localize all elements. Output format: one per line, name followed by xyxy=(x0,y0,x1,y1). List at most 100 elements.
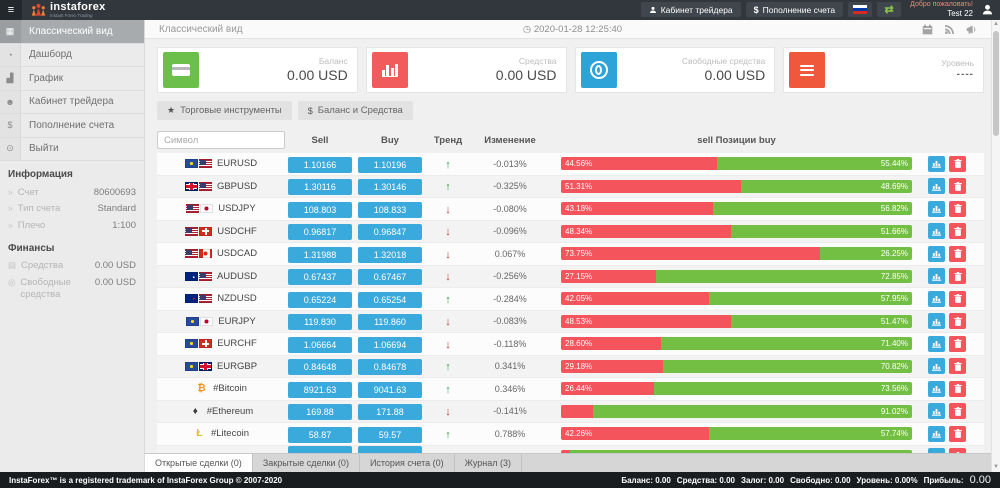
open-chart-button[interactable] xyxy=(928,425,945,442)
sell-price-button[interactable]: 1.31988 xyxy=(288,246,352,263)
sell-price-button[interactable] xyxy=(288,445,352,453)
delete-button[interactable] xyxy=(949,178,966,195)
open-chart-button[interactable] xyxy=(928,403,945,420)
buy-price-button[interactable] xyxy=(358,445,422,453)
delete-button[interactable] xyxy=(949,268,966,285)
sidebar-item-Дашборд[interactable]: ◔ Дашборд xyxy=(0,43,144,67)
sell-price-button[interactable]: 8921.63 xyxy=(288,381,352,398)
scroll-up-icon[interactable]: ▲ xyxy=(993,21,999,27)
dollar-icon: $ xyxy=(753,4,759,15)
vertical-scrollbar[interactable]: ▲ ▼ xyxy=(991,20,1000,472)
buy-price-button[interactable]: 171.88 xyxy=(358,404,422,421)
symbol-cell[interactable]: ♦ #Ethereum xyxy=(157,406,285,417)
open-chart-button[interactable] xyxy=(928,245,945,262)
sell-price-button[interactable]: 0.84648 xyxy=(288,359,352,376)
symbol-cell[interactable]: EURCHF xyxy=(157,338,285,349)
scroll-down-icon[interactable]: ▼ xyxy=(993,464,999,470)
scrollbar-thumb[interactable] xyxy=(993,31,999,136)
symbol-cell[interactable]: AUDUSD xyxy=(157,271,285,282)
delete-button[interactable] xyxy=(949,155,966,172)
symbol-cell[interactable]: USDJPY xyxy=(157,203,285,214)
menu-icon[interactable]: ≡ xyxy=(0,0,22,20)
open-chart-button[interactable] xyxy=(928,155,945,172)
tab-Закрытые сделки (0)[interactable]: Закрытые сделки (0) xyxy=(253,454,360,472)
sidebar-item-График[interactable]: ▟ График xyxy=(0,67,144,91)
delete-button[interactable] xyxy=(949,448,966,453)
tab-Открытые сделки (0)[interactable]: Открытые сделки (0) xyxy=(145,454,253,472)
buy-price-button[interactable]: 1.32018 xyxy=(358,246,422,263)
open-chart-button[interactable] xyxy=(928,335,945,352)
symbol-cell[interactable]: EURGBP xyxy=(157,361,285,372)
sell-price-button[interactable]: 58.87 xyxy=(288,426,352,443)
buy-price-button[interactable]: 0.65254 xyxy=(358,291,422,308)
symbol-name: #Bitcoin xyxy=(213,383,247,395)
sell-price-button[interactable]: 0.96817 xyxy=(288,224,352,241)
deposit-button[interactable]: $ Пополнение счета xyxy=(745,2,844,18)
buy-price-button[interactable]: 0.67467 xyxy=(358,269,422,286)
sell-price-button[interactable]: 108.803 xyxy=(288,201,352,218)
sell-price-button[interactable]: 1.30116 xyxy=(288,179,352,196)
sidebar-item-Пополнение счета[interactable]: $ Пополнение счета xyxy=(0,114,144,138)
tab-История счета (0)[interactable]: История счета (0) xyxy=(360,454,455,472)
buy-price-button[interactable]: 1.30146 xyxy=(358,179,422,196)
sell-price-button[interactable]: 0.67437 xyxy=(288,269,352,286)
sell-price-button[interactable]: 1.10166 xyxy=(288,156,352,173)
symbol-cell[interactable]: USDCHF xyxy=(157,226,285,237)
delete-button[interactable] xyxy=(949,335,966,352)
symbol-cell[interactable]: ₿ #Bitcoin xyxy=(157,383,285,394)
swap-button[interactable]: ⇄ xyxy=(877,2,902,18)
delete-button[interactable] xyxy=(949,313,966,330)
sell-price-button[interactable]: 169.88 xyxy=(288,404,352,421)
language-flag-button[interactable] xyxy=(848,2,873,18)
symbol-cell[interactable]: GBPUSD xyxy=(157,181,285,192)
sidebar-item-Классический вид[interactable]: ▦ Классический вид xyxy=(0,20,144,44)
buy-price-button[interactable]: 119.860 xyxy=(358,314,422,331)
megaphone-icon[interactable] xyxy=(966,24,978,35)
symbol-cell[interactable]: NZDUSD xyxy=(157,293,285,304)
buy-price-button[interactable]: 9041.63 xyxy=(358,381,422,398)
symbol-cell[interactable]: USDCAD xyxy=(157,248,285,259)
delete-button[interactable] xyxy=(949,358,966,375)
delete-button[interactable] xyxy=(949,245,966,262)
buy-price-button[interactable]: 108.833 xyxy=(358,201,422,218)
delete-button[interactable] xyxy=(949,290,966,307)
buy-price-button[interactable]: 0.96847 xyxy=(358,224,422,241)
sidebar-item-Кабинет трейдера[interactable]: ☻ Кабинет трейдера xyxy=(0,90,144,114)
symbol-cell[interactable]: EURUSD xyxy=(157,158,285,169)
open-chart-button[interactable] xyxy=(928,290,945,307)
sell-price-button[interactable]: 119.830 xyxy=(288,314,352,331)
delete-button[interactable] xyxy=(949,200,966,217)
sidebar-item-Выйти[interactable]: ⊙ Выйти xyxy=(0,137,144,161)
symbol-cell[interactable]: Ł #Litecoin xyxy=(157,428,285,439)
delete-button[interactable] xyxy=(949,223,966,240)
calendar-icon[interactable] xyxy=(922,24,933,35)
avatar-icon[interactable] xyxy=(981,3,994,16)
symbol-cell[interactable]: • xyxy=(157,451,285,453)
open-chart-button[interactable] xyxy=(928,223,945,240)
delete-button[interactable] xyxy=(949,425,966,442)
open-chart-button[interactable] xyxy=(928,178,945,195)
open-chart-button[interactable] xyxy=(928,200,945,217)
trading-instruments-button[interactable]: ★ Торговые инструменты xyxy=(157,101,292,120)
balance-funds-button[interactable]: $ Баланс и Средства xyxy=(297,101,413,120)
open-chart-button[interactable] xyxy=(928,358,945,375)
rss-icon[interactable] xyxy=(944,24,955,35)
tab-Журнал (3)[interactable]: Журнал (3) xyxy=(455,454,523,472)
trader-cabinet-button[interactable]: Кабинет трейдера xyxy=(640,2,741,18)
buy-price-button[interactable]: 0.84678 xyxy=(358,359,422,376)
open-chart-button[interactable] xyxy=(928,268,945,285)
open-chart-button[interactable] xyxy=(928,380,945,397)
open-chart-button[interactable] xyxy=(928,448,945,453)
buy-price-button[interactable]: 59.57 xyxy=(358,426,422,443)
delete-button[interactable] xyxy=(949,403,966,420)
open-chart-button[interactable] xyxy=(928,313,945,330)
us-flag-icon xyxy=(198,181,212,191)
sell-price-button[interactable]: 1.06664 xyxy=(288,336,352,353)
row-label: Свободные средства xyxy=(20,277,71,300)
symbol-search-input[interactable] xyxy=(157,131,285,149)
delete-button[interactable] xyxy=(949,380,966,397)
sell-price-button[interactable]: 0.65224 xyxy=(288,291,352,308)
symbol-cell[interactable]: EURJPY xyxy=(157,316,285,327)
buy-price-button[interactable]: 1.06694 xyxy=(358,336,422,353)
buy-price-button[interactable]: 1.10196 xyxy=(358,156,422,173)
